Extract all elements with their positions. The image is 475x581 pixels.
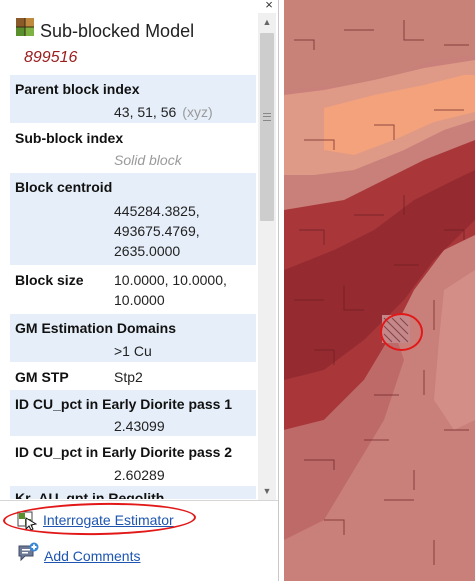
property-label: Block centroid [15, 179, 113, 195]
property-value-line: 10.0000, 10.0000, [114, 272, 227, 288]
highlight-circle-annotation [380, 313, 423, 351]
property-label: ID CU_pct in Early Diorite pass 1 [15, 396, 233, 412]
property-label: Parent block index [15, 81, 140, 97]
properties-panel: × Sub-blocked Model 899516 Parent block … [0, 0, 279, 581]
interrogate-estimator-icon[interactable] [17, 510, 37, 530]
property-label: Kr_AU_gpt in Regolith [15, 490, 165, 499]
property-value: Stp2 [114, 369, 143, 385]
scrollbar-grip-icon [263, 113, 271, 121]
property-list: Parent block index 43, 51, 56 (xyz) Sub-b… [10, 75, 256, 499]
property-row-sub-block-index: Sub-block index Solid block [10, 124, 256, 172]
property-value: 2.43099 [114, 418, 165, 434]
divider [0, 500, 278, 501]
property-value-line: 493675.4769, [114, 223, 200, 239]
property-row-block-centroid: Block centroid 445284.3825, 493675.4769,… [10, 173, 256, 265]
property-label: Block size [15, 272, 84, 288]
property-list-scrollbar[interactable]: ▲ ▼ [258, 13, 276, 500]
highlight-circle-annotation [2, 501, 197, 537]
add-comment-icon[interactable] [17, 542, 39, 564]
model-id: 899516 [24, 49, 78, 66]
scroll-down-icon[interactable]: ▼ [262, 486, 272, 496]
property-value-text: 43, 51, 56 [114, 104, 177, 120]
add-comments-link[interactable]: Add Comments [44, 548, 141, 564]
property-value-line: 10.0000 [114, 292, 165, 308]
property-value-line: 2635.0000 [114, 243, 181, 259]
close-icon[interactable]: × [265, 0, 273, 12]
scrollbar-thumb[interactable] [260, 33, 274, 221]
property-row-id-cu-pass-2: ID CU_pct in Early Diorite pass 2 2.6028… [10, 437, 256, 485]
property-value-line: 445284.3825, [114, 203, 200, 219]
property-value: Solid block [114, 152, 182, 168]
property-value: 2.60289 [114, 467, 165, 483]
scroll-up-icon[interactable]: ▲ [262, 17, 272, 27]
property-label: GM STP [15, 369, 69, 385]
property-row-gm-stp: GM STP Stp2 [10, 363, 256, 389]
grid-model-icon [16, 18, 34, 36]
property-value: >1 Cu [114, 343, 152, 359]
model-title: Sub-blocked Model [40, 21, 195, 41]
block-model-viewport[interactable] [284, 0, 475, 581]
property-row-gm-estimation-domains: GM Estimation Domains >1 Cu [10, 314, 256, 362]
property-row-kr-au-regolith: Kr_AU_gpt in Regolith [10, 486, 256, 499]
property-row-block-size: Block size 10.0000, 10.0000, 10.0000 [10, 266, 256, 313]
property-label: ID CU_pct in Early Diorite pass 2 [15, 444, 233, 460]
interrogate-estimator-link[interactable]: Interrogate Estimator [43, 512, 174, 528]
property-value-suffix: (xyz) [182, 104, 213, 120]
property-row-id-cu-pass-1: ID CU_pct in Early Diorite pass 1 2.4309… [10, 390, 256, 436]
property-row-parent-block-index: Parent block index 43, 51, 56 (xyz) [10, 75, 256, 123]
property-label: Sub-block index [15, 130, 124, 146]
property-label: GM Estimation Domains [15, 320, 177, 336]
property-value: 43, 51, 56 (xyz) [114, 102, 213, 122]
